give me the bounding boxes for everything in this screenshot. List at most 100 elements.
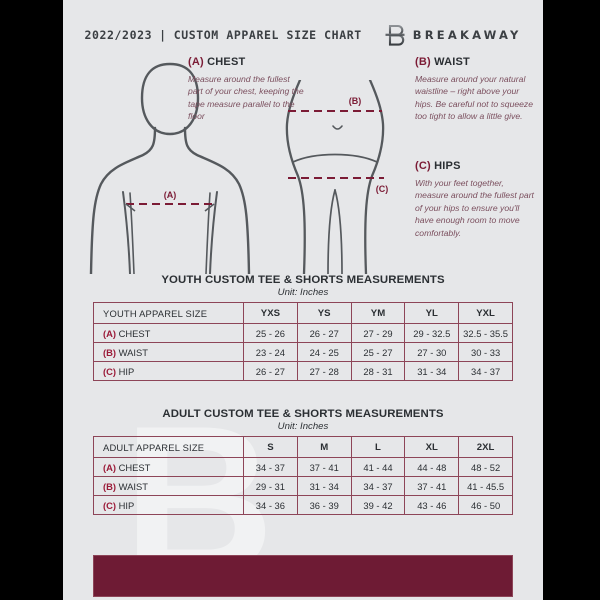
callout-chest-tag: (A): [188, 56, 204, 68]
adult-cell-1-0: 29 - 31: [243, 476, 298, 496]
youth-size-header: YOUTH APPAREL SIZE: [93, 302, 244, 324]
callout-hips-tag: (C): [415, 160, 431, 172]
adult-cell-0-3: 44 - 48: [404, 457, 460, 477]
table-header-row: ADULT APPAREL SIZE S M L XL 2XL: [93, 436, 513, 458]
table-row: (C) HIP 34 - 36 36 - 39 39 - 42 43 - 46 …: [93, 495, 513, 515]
youth-col-3: YL: [404, 302, 460, 324]
adult-row-2-tag: (C): [103, 499, 117, 511]
youth-table-unit: Unit: Inches: [277, 287, 329, 298]
callout-waist-tag: (B): [415, 56, 431, 68]
page-header: 2022/2023 | CUSTOM APPAREL SIZE CHART: [63, 20, 543, 50]
hips-figure: (B) (C): [285, 80, 389, 274]
adult-table-title: ADULT CUSTOM TEE & SHORTS MEASUREMENTS: [162, 408, 444, 420]
footer-band: [93, 555, 513, 597]
youth-cell-2-4: 34 - 37: [458, 361, 513, 381]
adult-cell-1-2: 34 - 37: [350, 476, 406, 496]
adult-col-1: M: [296, 436, 352, 458]
table-row: (B) WAIST 29 - 31 31 - 34 34 - 37 37 - 4…: [93, 476, 513, 496]
youth-size-table: YOUTH APPAREL SIZE YXS YS YM YL YXL (A) …: [93, 302, 513, 381]
measurement-diagram: (A) (B) (C) (A) CHE: [63, 52, 543, 274]
adult-cell-0-0: 34 - 37: [243, 457, 298, 477]
callout-chest-label: CHEST: [207, 56, 246, 68]
adult-cell-0-4: 48 - 52: [458, 457, 513, 477]
adult-cell-2-1: 36 - 39: [296, 495, 352, 515]
callout-waist-text: Measure around your natural waistline – …: [415, 74, 534, 122]
youth-row-0-label: (A) CHEST: [93, 323, 244, 343]
youth-col-2: YM: [350, 302, 406, 324]
table-row: (A) CHEST 25 - 26 26 - 27 27 - 29 29 - 3…: [93, 323, 513, 343]
youth-row-2-tag: (C): [103, 365, 117, 377]
youth-row-1-name: WAIST: [118, 346, 148, 358]
brand-lockup: BREAKAWAY: [384, 23, 522, 47]
table-header-row: YOUTH APPAREL SIZE YXS YS YM YL YXL: [93, 302, 513, 324]
youth-row-0-name: CHEST: [118, 327, 151, 339]
youth-cell-2-1: 27 - 28: [296, 361, 352, 381]
torso-figure: (A): [89, 62, 251, 274]
youth-col-1: YS: [296, 302, 352, 324]
youth-row-1-tag: (B): [103, 346, 117, 358]
youth-col-4: YXL: [458, 302, 513, 324]
youth-cell-1-0: 23 - 24: [243, 342, 298, 362]
chest-measure-line: [125, 202, 215, 212]
callout-chest-heading: (A) CHEST: [188, 56, 306, 68]
youth-cell-2-3: 31 - 34: [404, 361, 460, 381]
page-title: CUSTOM APPAREL SIZE CHART: [173, 28, 362, 42]
adult-cell-2-4: 46 - 50: [458, 495, 513, 515]
callout-waist-heading: (B) WAIST: [415, 56, 535, 68]
adult-cell-1-1: 31 - 34: [296, 476, 352, 496]
adult-row-2-name: HIP: [118, 499, 135, 511]
youth-cell-2-2: 28 - 31: [350, 361, 406, 381]
youth-cell-1-2: 25 - 27: [350, 342, 406, 362]
youth-cell-1-1: 24 - 25: [296, 342, 352, 362]
youth-cell-0-3: 29 - 32.5: [404, 323, 460, 343]
header-separator: |: [159, 28, 167, 42]
adult-table-unit: Unit: Inches: [277, 421, 329, 432]
callout-chest: (A) CHEST Measure around the fullest par…: [188, 56, 306, 123]
callout-chest-text: Measure around the fullest part of your …: [188, 74, 304, 122]
adult-size-table: ADULT APPAREL SIZE S M L XL 2XL (A) CHES…: [93, 436, 513, 515]
adult-row-1-name: WAIST: [118, 480, 148, 492]
adult-row-0-label: (A) CHEST: [93, 457, 244, 477]
youth-row-1-label: (B) WAIST: [93, 342, 244, 362]
youth-cell-1-4: 30 - 33: [458, 342, 513, 362]
adult-cell-0-2: 41 - 44: [350, 457, 406, 477]
adult-col-4: 2XL: [458, 436, 513, 458]
callout-hips-heading: (C) HIPS: [415, 160, 535, 172]
youth-cell-0-4: 32.5 - 35.5: [458, 323, 513, 343]
callout-hips-label: HIPS: [434, 160, 461, 172]
adult-cell-2-3: 43 - 46: [404, 495, 460, 515]
callout-hips-text: With your feet together, measure around …: [415, 178, 534, 238]
adult-row-2-label: (C) HIP: [93, 495, 244, 515]
youth-cell-2-0: 26 - 27: [243, 361, 298, 381]
adult-row-0-name: CHEST: [118, 461, 151, 473]
table-row: (A) CHEST 34 - 37 37 - 41 41 - 44 44 - 4…: [93, 457, 513, 477]
adult-cell-1-3: 37 - 41: [404, 476, 460, 496]
youth-row-2-label: (C) HIP: [93, 361, 244, 381]
adult-row-0-tag: (A): [103, 461, 117, 473]
table-row: (C) HIP 26 - 27 27 - 28 28 - 31 31 - 34 …: [93, 361, 513, 381]
waist-marker-label: (B): [349, 96, 362, 106]
header-season: 2022/2023: [84, 28, 153, 42]
callout-waist-label: WAIST: [434, 56, 470, 68]
adult-size-header: ADULT APPAREL SIZE: [93, 436, 244, 458]
adult-col-2: L: [350, 436, 406, 458]
youth-cell-0-1: 26 - 27: [296, 323, 352, 343]
youth-row-2-name: HIP: [118, 365, 135, 377]
adult-cell-0-1: 37 - 41: [296, 457, 352, 477]
size-chart-page: B 2022/2023 | CUSTOM APPAREL SIZE CHART: [63, 0, 543, 600]
youth-measurements-block: YOUTH CUSTOM TEE & SHORTS MEASUREMENTS U…: [93, 274, 513, 381]
chest-marker-label: (A): [164, 190, 177, 200]
adult-col-0: S: [243, 436, 298, 458]
youth-cell-0-2: 27 - 29: [350, 323, 406, 343]
adult-row-1-tag: (B): [103, 480, 117, 492]
brand-name: BREAKAWAY: [412, 28, 522, 42]
breakaway-b-logo-icon: [384, 23, 406, 47]
adult-row-1-label: (B) WAIST: [93, 476, 244, 496]
youth-cell-0-0: 25 - 26: [243, 323, 298, 343]
adult-cell-2-2: 39 - 42: [350, 495, 406, 515]
hips-marker-label: (C): [376, 184, 389, 194]
youth-col-0: YXS: [243, 302, 298, 324]
adult-measurements-block: ADULT CUSTOM TEE & SHORTS MEASUREMENTS U…: [93, 408, 513, 515]
table-row: (B) WAIST 23 - 24 24 - 25 25 - 27 27 - 3…: [93, 342, 513, 362]
adult-col-3: XL: [404, 436, 460, 458]
